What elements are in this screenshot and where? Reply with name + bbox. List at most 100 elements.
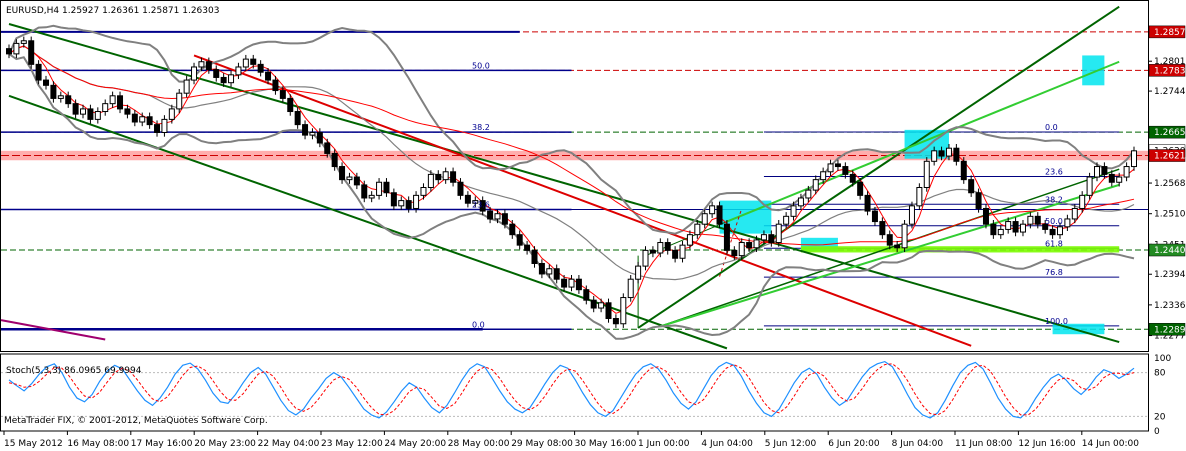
fib-label: 23.6 xyxy=(472,201,490,210)
candle xyxy=(1123,166,1130,178)
stochastic-title: Stoch(5,3,3) 86.0965 69.9994 xyxy=(6,366,142,376)
price-label-box xyxy=(1148,323,1186,336)
fib-label: 38.2 xyxy=(472,123,490,132)
candle xyxy=(57,95,64,99)
x-tick-label: 5 Jun 12:00 xyxy=(765,439,817,449)
x-tick-label: 8 Jun 04:00 xyxy=(892,439,944,449)
x-tick-label: 15 May 2012 xyxy=(4,439,63,449)
stoch-main-line xyxy=(8,360,1135,419)
candle xyxy=(435,173,442,181)
candle xyxy=(479,200,486,212)
price-label: 1.22894 xyxy=(1154,325,1186,335)
fib-label: 23.6 xyxy=(1045,168,1063,177)
red-trendline xyxy=(193,54,972,347)
candle xyxy=(1027,215,1034,225)
candle xyxy=(472,200,479,204)
x-tick-label: 30 May 16:00 xyxy=(575,439,637,449)
magenta-trendline xyxy=(0,319,106,341)
candle xyxy=(50,84,57,99)
candle xyxy=(154,124,161,133)
candle xyxy=(72,103,79,115)
candle xyxy=(1116,176,1123,183)
candle xyxy=(161,118,168,133)
candle xyxy=(1131,150,1137,168)
candle xyxy=(250,58,257,65)
candle xyxy=(1071,207,1078,220)
x-tick-label: 29 May 08:00 xyxy=(511,439,573,449)
candle xyxy=(871,210,878,223)
candle xyxy=(442,171,449,181)
stoch-tick-label: 80 xyxy=(1154,369,1166,379)
candle xyxy=(753,239,760,249)
candle xyxy=(575,278,582,291)
candle xyxy=(694,223,701,236)
candle xyxy=(686,234,693,246)
candle xyxy=(28,40,35,65)
candle xyxy=(812,179,819,191)
x-tick-label: 6 Jun 20:00 xyxy=(828,439,880,449)
candle xyxy=(1086,176,1093,196)
candle xyxy=(664,242,671,251)
candle xyxy=(716,205,723,225)
bollinger-lower xyxy=(8,53,1135,340)
price-label: 1.26210 xyxy=(1154,152,1186,162)
candle xyxy=(6,48,12,55)
stochastic-pane xyxy=(1,360,1148,419)
fib-label: 50.0 xyxy=(1045,217,1063,226)
x-tick-label: 22 May 04:00 xyxy=(258,439,320,449)
candle xyxy=(923,160,930,189)
candle xyxy=(857,181,864,196)
candle xyxy=(287,97,294,113)
ascending-channel-upper xyxy=(637,5,1120,329)
candle xyxy=(797,197,804,207)
candle xyxy=(672,249,679,259)
candle xyxy=(494,213,501,220)
candle xyxy=(723,223,730,251)
candle xyxy=(760,234,767,241)
fib-label: 50.0 xyxy=(472,61,490,70)
candle xyxy=(620,297,627,325)
candle xyxy=(842,166,849,175)
x-tick-label: 11 Jun 08:00 xyxy=(955,439,1012,449)
candle xyxy=(20,40,27,44)
candle xyxy=(272,79,279,92)
candle xyxy=(827,163,834,173)
stoch-tick-label: 100 xyxy=(1154,354,1171,364)
candle xyxy=(679,244,686,259)
x-tick-label: 17 May 16:00 xyxy=(131,439,193,449)
candle xyxy=(457,181,464,196)
candle xyxy=(553,268,560,280)
candle xyxy=(35,63,42,81)
price-label: 1.24407 xyxy=(1154,246,1186,256)
bollinger-middle xyxy=(8,45,1135,281)
candle xyxy=(849,173,856,183)
fib-label: 38.2 xyxy=(1045,195,1063,204)
candle xyxy=(220,76,227,84)
candle xyxy=(642,249,649,267)
candle xyxy=(205,61,212,71)
candle xyxy=(561,278,568,288)
candle xyxy=(368,194,375,199)
candle xyxy=(242,58,249,68)
price-label: 1.26656 xyxy=(1154,128,1186,138)
candle xyxy=(139,116,146,123)
candle xyxy=(1064,218,1071,228)
candle xyxy=(524,244,531,251)
bollinger-upper xyxy=(8,24,1135,235)
candle xyxy=(420,187,427,196)
candle xyxy=(183,79,190,94)
y-tick-label: 1.27440 xyxy=(1154,87,1186,97)
candle xyxy=(43,79,50,86)
candle xyxy=(124,108,131,115)
candle xyxy=(353,176,360,186)
candle xyxy=(294,111,301,126)
candle xyxy=(191,66,198,81)
candle xyxy=(405,200,412,209)
candle xyxy=(361,184,368,199)
candle xyxy=(346,176,353,181)
x-tick-label: 1 Jun 00:00 xyxy=(638,439,690,449)
candle xyxy=(1012,221,1019,233)
candle xyxy=(94,111,101,120)
price-label-box xyxy=(1148,64,1186,77)
x-tick-label: 14 Jun 00:00 xyxy=(1082,439,1139,449)
